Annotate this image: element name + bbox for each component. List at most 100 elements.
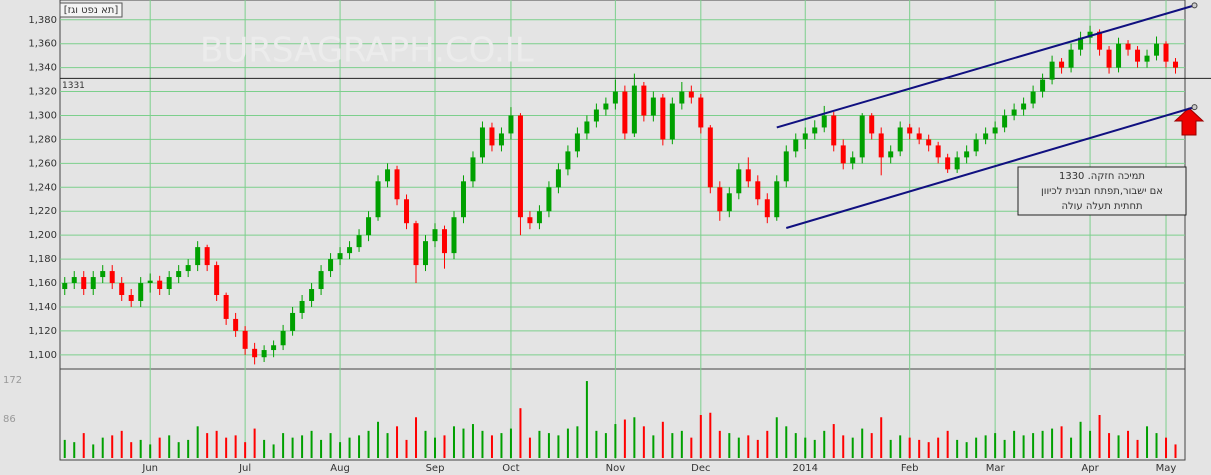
- volume-bar: [899, 435, 902, 458]
- volume-bar: [661, 421, 664, 458]
- volume-bar: [443, 435, 446, 458]
- candle-body: [1097, 31, 1103, 50]
- candle-body: [954, 157, 960, 170]
- volume-bar: [652, 435, 655, 458]
- annotation: אם ישבור,תפתח תבנית לכיוון: [1041, 186, 1163, 197]
- volume-bar: [130, 442, 133, 458]
- x-tick-label: Jun: [141, 463, 158, 474]
- y-tick-label: 1,240: [28, 182, 57, 193]
- x-tick-label: Aug: [330, 463, 350, 474]
- volume-bar: [756, 439, 759, 458]
- volume-bar: [509, 428, 512, 458]
- volume-bar: [1098, 415, 1101, 458]
- candle-body: [517, 115, 523, 218]
- x-tick-label: Jul: [238, 463, 251, 474]
- volume-bar: [680, 430, 683, 458]
- candle-body: [745, 169, 751, 182]
- candle-body: [404, 199, 410, 224]
- volume-bar: [272, 444, 275, 458]
- candle-body: [62, 283, 68, 290]
- candle-body: [337, 253, 343, 260]
- candle-body: [109, 271, 115, 284]
- volume-bar: [1041, 430, 1044, 458]
- candle-body: [470, 157, 476, 182]
- y-tick-label: 86: [3, 414, 16, 425]
- volume-bar: [1070, 437, 1073, 458]
- candle-body: [869, 115, 875, 134]
- candle-body: [878, 133, 884, 158]
- candle-body: [242, 330, 248, 349]
- volume-bar: [766, 430, 769, 458]
- volume-bar: [1079, 421, 1082, 458]
- volume-bar: [471, 424, 474, 458]
- volume-bar: [918, 439, 921, 458]
- candle-body: [157, 280, 163, 290]
- candle-body: [119, 283, 125, 295]
- volume-bar: [908, 437, 911, 458]
- volume-bar: [566, 428, 569, 458]
- candle-body: [717, 187, 723, 212]
- support-label: 1331: [62, 81, 85, 91]
- volume-bar: [861, 428, 864, 458]
- trend-line: [785, 106, 1195, 229]
- candle-body: [71, 277, 77, 284]
- volume-bar: [813, 439, 816, 458]
- volume-bar: [1108, 433, 1111, 458]
- y-tick-label: 1,120: [28, 326, 57, 337]
- candle-body: [1002, 115, 1008, 128]
- volume-bar: [1089, 430, 1092, 458]
- volume-bar: [63, 439, 66, 458]
- candle-body: [897, 127, 903, 152]
- x-tick-label: Mar: [986, 463, 1006, 474]
- volume-bar: [709, 412, 712, 458]
- volume-bar: [1013, 430, 1016, 458]
- candle-body: [726, 193, 732, 212]
- y-tick-label: 1,100: [28, 350, 57, 361]
- volume-bar: [225, 437, 228, 458]
- candle-body: [271, 345, 277, 351]
- title-box: [59, 2, 123, 18]
- volume-bar: [870, 433, 873, 458]
- candle-body: [318, 271, 324, 290]
- candle-body: [574, 133, 580, 152]
- volume-bar: [937, 437, 940, 458]
- candle-body: [650, 97, 656, 116]
- volume-bar: [975, 437, 978, 458]
- volume-bar: [82, 433, 85, 458]
- volume-bar: [405, 439, 408, 458]
- candle-body: [413, 223, 419, 266]
- candle-body: [660, 97, 666, 140]
- candle-body: [593, 109, 599, 122]
- y-tick-label: 1,160: [28, 278, 57, 289]
- volume-bar: [728, 433, 731, 458]
- annotation-box: [1017, 166, 1187, 216]
- candle-body: [584, 121, 590, 134]
- volume-bar: [1117, 435, 1120, 458]
- candle-body: [166, 277, 172, 290]
- volume-bar: [149, 444, 152, 458]
- candle-body: [1078, 37, 1084, 50]
- candle-body: [546, 187, 552, 212]
- candle-body: [1011, 109, 1017, 116]
- candle-body: [802, 133, 808, 140]
- candle-body: [688, 91, 694, 98]
- volume-bar: [547, 433, 550, 458]
- candle-body: [859, 115, 865, 158]
- volume-bar: [1146, 426, 1149, 458]
- y-tick-label: 172: [3, 375, 22, 386]
- volume-bar: [851, 437, 854, 458]
- candle-body: [1049, 61, 1055, 80]
- volume-bar: [73, 442, 76, 458]
- candle-body: [1021, 103, 1027, 110]
- x-tick-label: Sep: [426, 463, 445, 474]
- volume-bar: [604, 433, 607, 458]
- volume-bar: [794, 433, 797, 458]
- volume-bar: [301, 435, 304, 458]
- volume-bar: [671, 433, 674, 458]
- volume-bar: [386, 433, 389, 458]
- volume-bar: [956, 439, 959, 458]
- volume-bar: [263, 439, 266, 458]
- volume-bar: [1174, 444, 1177, 458]
- candle-body: [356, 235, 362, 248]
